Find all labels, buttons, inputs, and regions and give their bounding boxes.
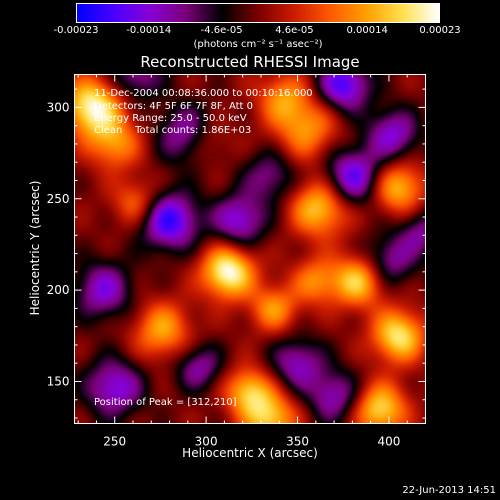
chart-title: Reconstructed RHESSI Image xyxy=(140,53,360,71)
colorbar xyxy=(76,3,440,23)
footer-timestamp: 22-Jun-2013 14:51 xyxy=(402,485,496,496)
colorbar-units-label: (photons cm⁻² s⁻¹ asec⁻²) xyxy=(193,39,323,50)
x-tick-label: 250 xyxy=(103,435,126,449)
x-tick-label: 350 xyxy=(286,435,309,449)
colorbar-tick-label: 4.6e-05 xyxy=(275,25,314,36)
y-tick-label: 300 xyxy=(47,100,70,114)
annotation-detectors: Detectors: 4F 5F 6F 7F 8F, Att 0 xyxy=(94,101,254,112)
heatmap-image xyxy=(74,74,426,424)
colorbar-tick-label: -4.6e-05 xyxy=(200,25,243,36)
colorbar-tick-label: -0.00014 xyxy=(126,25,172,36)
y-tick-label: 200 xyxy=(47,283,70,297)
annotation-peak-position: Position of Peak = [312,210] xyxy=(94,397,237,408)
plot-frame xyxy=(74,74,426,424)
colorbar-tick-label: 0.00014 xyxy=(346,25,388,36)
colorbar-tick-label: -0.00023 xyxy=(53,25,99,36)
x-tick-label: 400 xyxy=(377,435,400,449)
annotation-time-range: 11-Dec-2004 00:08:36.000 to 00:10:16.000 xyxy=(94,88,313,99)
annotation-clean-counts: Clean Total counts: 1.86E+03 xyxy=(94,125,252,136)
y-axis-label: Heliocentric Y (arcsec) xyxy=(28,180,42,316)
y-axis: 150 200 250 300 xyxy=(47,88,426,419)
annotation-energy-range: Energy Range: 25.0 - 50.0 keV xyxy=(94,113,247,124)
y-tick-label: 250 xyxy=(47,192,70,206)
y-tick-label: 150 xyxy=(47,374,70,388)
colorbar-tick-label: 0.00023 xyxy=(419,25,461,36)
x-axis: 250 300 350 400 xyxy=(77,74,426,449)
x-axis-label: Heliocentric X (arcsec) xyxy=(182,446,318,460)
x-tick-label: 300 xyxy=(195,435,218,449)
